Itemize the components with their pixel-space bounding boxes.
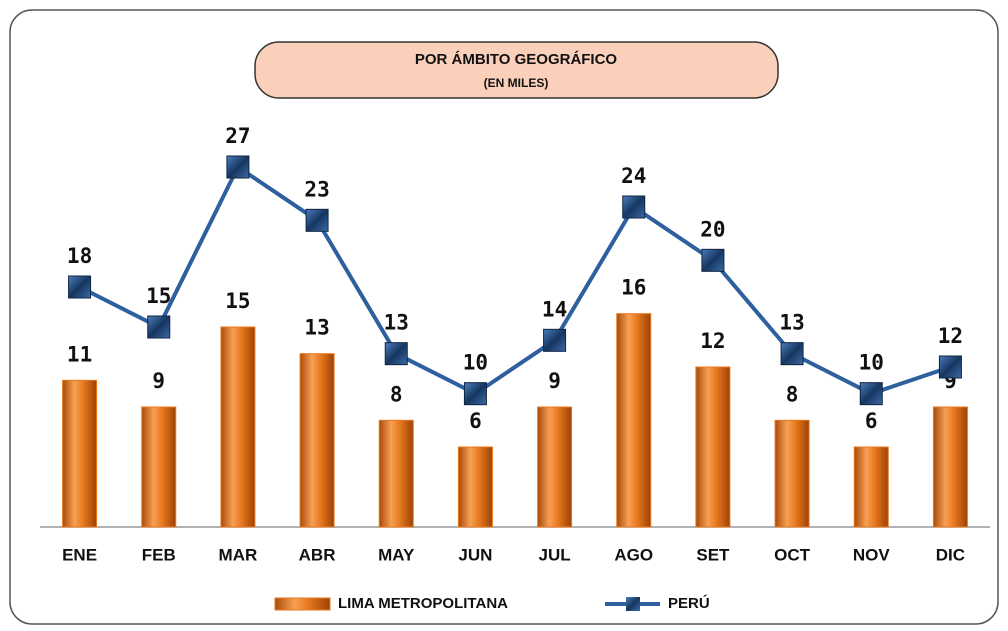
line-value-label: 13 bbox=[779, 311, 804, 335]
line bbox=[78, 164, 952, 396]
line-marker bbox=[780, 342, 804, 366]
bar-value-label: 11 bbox=[67, 342, 92, 366]
line-value-label: 10 bbox=[859, 351, 884, 375]
legend-marker bbox=[626, 597, 640, 611]
line-value-label: 23 bbox=[304, 177, 329, 201]
x-tick-label: OCT bbox=[774, 545, 811, 564]
bar-value-label: 12 bbox=[700, 329, 725, 353]
bar bbox=[457, 446, 493, 528]
legend-swatch bbox=[274, 597, 331, 611]
x-tick-label: JUN bbox=[458, 545, 492, 564]
bar bbox=[62, 379, 98, 528]
chart-title: POR ÁMBITO GEOGRÁFICO bbox=[415, 51, 618, 68]
bar bbox=[774, 419, 810, 528]
x-tick-label: AGO bbox=[614, 545, 653, 564]
bar bbox=[220, 326, 256, 528]
bar bbox=[616, 313, 652, 528]
x-tick-label: ABR bbox=[299, 545, 336, 564]
x-tick-label: FEB bbox=[142, 545, 176, 564]
legend-label: LIMA METROPOLITANA bbox=[338, 595, 508, 612]
line-value-label: 10 bbox=[463, 351, 488, 375]
x-tick-label: ENE bbox=[62, 545, 97, 564]
line-value-label: 13 bbox=[384, 311, 409, 335]
bar bbox=[299, 353, 335, 528]
bar-value-label: 13 bbox=[304, 316, 329, 340]
bar bbox=[695, 366, 731, 528]
line-marker bbox=[384, 342, 408, 366]
bar-value-label: 6 bbox=[469, 409, 482, 433]
line-marker bbox=[463, 382, 487, 406]
bar bbox=[853, 446, 889, 528]
bar bbox=[932, 406, 968, 528]
line-marker bbox=[147, 315, 171, 339]
bar-value-label: 16 bbox=[621, 276, 646, 300]
bar-value-label: 8 bbox=[390, 382, 403, 406]
line-marker bbox=[543, 328, 567, 352]
line-value-label: 12 bbox=[938, 324, 963, 348]
bar-value-label: 15 bbox=[225, 289, 250, 313]
bar-value-label: 8 bbox=[786, 382, 799, 406]
line-marker bbox=[305, 208, 329, 232]
line-marker bbox=[859, 382, 883, 406]
bar-value-label: 9 bbox=[548, 369, 561, 393]
chart-subtitle: (EN MILES) bbox=[484, 76, 549, 90]
bar-value-label: 6 bbox=[865, 409, 878, 433]
line-marker bbox=[701, 248, 725, 272]
line-value-label: 15 bbox=[146, 284, 171, 308]
line-marker bbox=[622, 195, 646, 219]
bar bbox=[141, 406, 177, 528]
bar bbox=[537, 406, 573, 528]
x-tick-label: MAY bbox=[378, 545, 415, 564]
bar bbox=[378, 419, 414, 528]
legend-label: PERÚ bbox=[668, 594, 710, 612]
line-marker bbox=[938, 355, 962, 379]
line-marker bbox=[68, 275, 92, 299]
x-tick-label: MAR bbox=[219, 545, 258, 564]
x-tick-label: JUL bbox=[539, 545, 571, 564]
line-marker bbox=[226, 155, 250, 179]
frame bbox=[9, 9, 999, 625]
x-tick-label: SET bbox=[696, 545, 730, 564]
line-value-label: 14 bbox=[542, 297, 567, 321]
line-value-label: 27 bbox=[225, 124, 250, 148]
title-box bbox=[254, 41, 779, 99]
line-value-label: 20 bbox=[700, 217, 725, 241]
x-tick-label: DIC bbox=[936, 545, 965, 564]
x-tick-label: NOV bbox=[853, 545, 891, 564]
line-value-label: 18 bbox=[67, 244, 92, 268]
line-value-label: 24 bbox=[621, 164, 646, 188]
bar-value-label: 9 bbox=[152, 369, 165, 393]
